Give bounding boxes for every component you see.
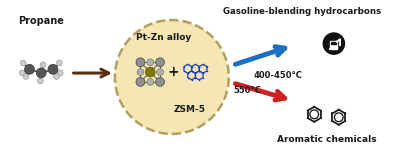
Circle shape: [38, 78, 43, 84]
Circle shape: [19, 70, 25, 76]
Circle shape: [145, 67, 155, 77]
Circle shape: [136, 77, 145, 86]
Circle shape: [156, 58, 164, 67]
Circle shape: [136, 58, 145, 67]
Text: Aromatic chemicals: Aromatic chemicals: [277, 135, 377, 144]
Text: Propane: Propane: [18, 16, 64, 26]
Circle shape: [23, 74, 29, 79]
Circle shape: [57, 70, 63, 76]
Bar: [331, 42, 336, 45]
Circle shape: [48, 64, 58, 74]
Text: 400-450°C: 400-450°C: [253, 71, 302, 80]
Text: 550°C: 550°C: [234, 86, 262, 95]
Text: Gasoline-blending hydrocarbons: Gasoline-blending hydrocarbons: [223, 7, 382, 16]
Circle shape: [54, 74, 60, 79]
Circle shape: [323, 33, 344, 54]
Circle shape: [137, 69, 144, 76]
Text: Pt-Zn alloy: Pt-Zn alloy: [136, 33, 192, 42]
Text: +: +: [168, 65, 180, 79]
Bar: [330, 41, 336, 49]
Circle shape: [56, 60, 62, 66]
Circle shape: [24, 64, 34, 74]
Circle shape: [20, 60, 26, 66]
Text: ZSM-5: ZSM-5: [174, 105, 206, 114]
Circle shape: [36, 68, 46, 78]
Circle shape: [156, 77, 164, 86]
Circle shape: [157, 69, 164, 76]
Circle shape: [147, 78, 154, 85]
Circle shape: [147, 59, 154, 66]
Circle shape: [115, 20, 229, 134]
Circle shape: [40, 62, 46, 68]
